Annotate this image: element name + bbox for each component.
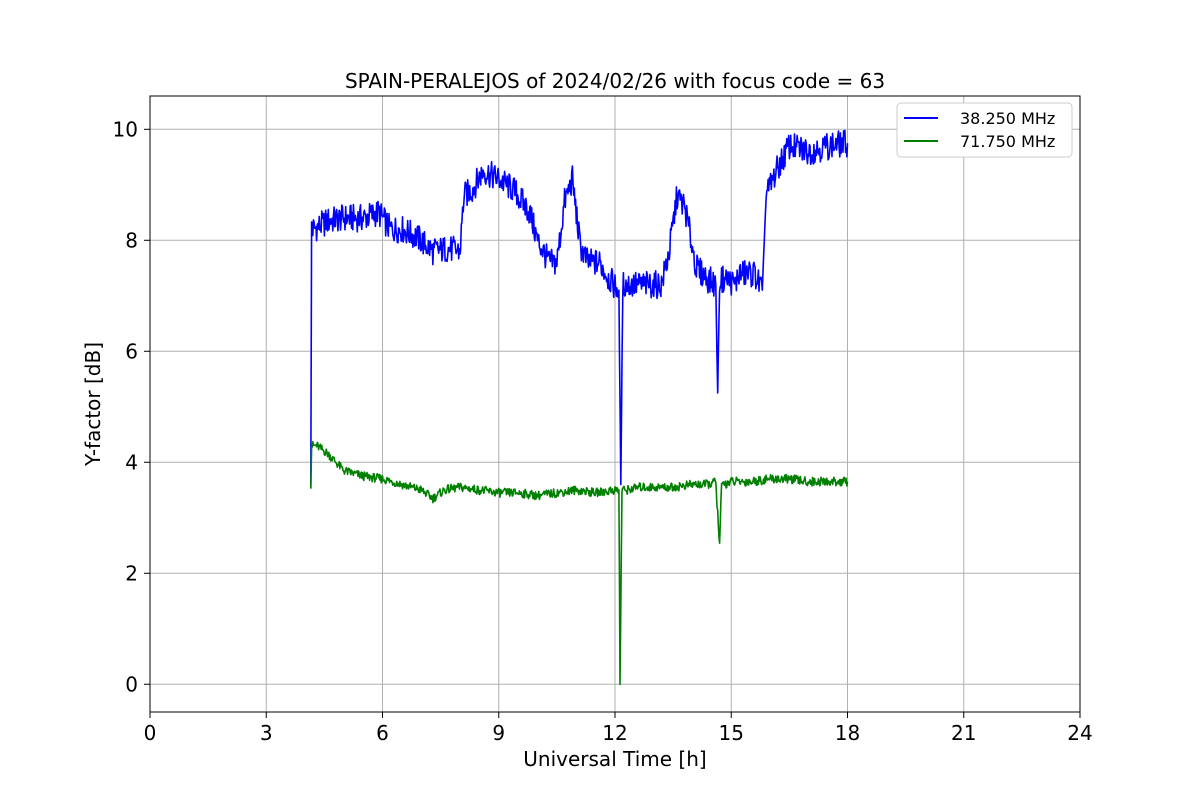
chart-title: SPAIN-PERALEJOS of 2024/02/26 with focus… <box>345 69 885 93</box>
x-axis-label: Universal Time [h] <box>523 747 706 771</box>
y-tick-label: 2 <box>125 561 138 585</box>
x-tick-label: 3 <box>260 721 273 745</box>
legend-label: 71.750 MHz <box>960 132 1055 151</box>
x-tick-label: 9 <box>492 721 505 745</box>
x-tick-label: 24 <box>1067 721 1092 745</box>
y-tick-label: 0 <box>125 672 138 696</box>
y-tick-label: 10 <box>113 117 138 141</box>
x-tick-label: 18 <box>835 721 860 745</box>
legend: 38.250 MHz 71.750 MHz <box>897 103 1072 157</box>
x-tick-label: 21 <box>951 721 976 745</box>
x-tick-label: 6 <box>376 721 389 745</box>
y-tick-label: 8 <box>125 228 138 252</box>
y-tick-label: 6 <box>125 339 138 363</box>
x-tick-label: 0 <box>144 721 157 745</box>
legend-label: 38.250 MHz <box>960 109 1055 128</box>
y-tick-label: 4 <box>125 450 138 474</box>
x-tick-label: 12 <box>602 721 627 745</box>
x-tick-label: 15 <box>719 721 744 745</box>
y-axis-label: Y-factor [dB] <box>81 342 105 467</box>
